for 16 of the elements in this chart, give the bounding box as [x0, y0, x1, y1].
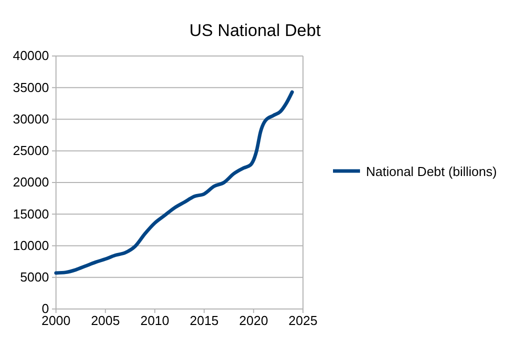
x-tick-label: 2025: [288, 313, 318, 328]
x-tick-label: 2020: [239, 313, 268, 328]
y-tick-label: 40000: [12, 48, 49, 64]
y-tick-label: 25000: [12, 143, 49, 158]
y-tick-label: 5000: [20, 270, 49, 285]
legend-label: National Debt (billions): [366, 164, 497, 179]
chart-title: US National Debt: [189, 21, 321, 40]
y-tick-label: 10000: [12, 238, 49, 253]
y-tick-label: 15000: [12, 206, 49, 222]
x-tick-label: 2005: [90, 313, 120, 328]
y-tick-label: 20000: [12, 174, 49, 190]
x-tick-label: 2010: [140, 313, 170, 328]
x-tick-label: 2015: [190, 313, 219, 328]
y-tick-label: 30000: [12, 111, 49, 126]
y-tick-label: 35000: [12, 80, 49, 95]
line-series: [54, 90, 294, 275]
